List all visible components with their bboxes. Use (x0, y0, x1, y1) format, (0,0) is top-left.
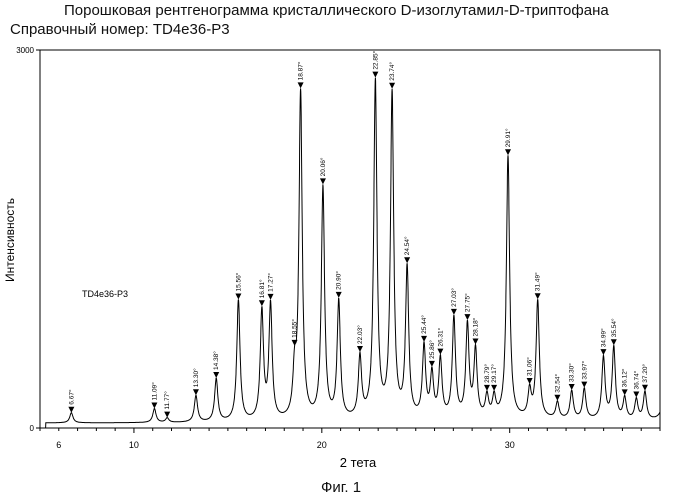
peak-label: 11.77° (163, 391, 171, 410)
peak-label: 27.75° (463, 293, 471, 312)
peak-label: 18.55° (291, 319, 299, 338)
peak-label: 17.27° (267, 273, 275, 292)
x-axis-label: 2 тета (340, 455, 377, 470)
peak-marker (213, 371, 220, 378)
peak-label: 27.03° (450, 288, 458, 307)
peak-label: 11.09° (150, 382, 158, 401)
peak-marker (319, 178, 326, 185)
peak-marker (610, 339, 617, 346)
peak-marker (356, 345, 363, 352)
x-tick-label: 20 (317, 440, 327, 450)
peak-marker (421, 335, 428, 342)
sample-label: TD4e36-P3 (82, 289, 128, 299)
peak-label: 25.44° (420, 315, 428, 334)
peak-marker (491, 384, 498, 391)
peak-label: 24.54° (403, 236, 411, 255)
peak-marker (428, 360, 435, 367)
peak-label: 16.81° (258, 279, 266, 298)
page-title: Порошковая рентгенограмма кристаллическо… (64, 2, 609, 19)
peak-label: 37.20° (641, 364, 649, 383)
peak-label: 13.30° (192, 368, 200, 387)
peak-label: 22.03° (356, 325, 364, 344)
x-tick-label: 6 (56, 440, 61, 450)
x-tick-label: 10 (129, 440, 139, 450)
peak-label: 32.54° (553, 373, 561, 392)
peak-marker (450, 308, 457, 315)
y-tick-label: 3000 (16, 46, 34, 55)
chart-axes: 0 3000 6 10 20 30 (16, 46, 661, 450)
peak-marker (600, 349, 607, 356)
peak-label: 31.49° (534, 272, 542, 291)
y-axis-label: Интенсивность (3, 198, 17, 282)
peak-marker (192, 389, 199, 396)
peak-marker (505, 149, 512, 156)
peak-marker (437, 348, 444, 355)
peak-label: 29.91° (504, 128, 512, 147)
peak-label: 22.85° (371, 50, 379, 69)
figure-caption: Фиг. 1 (320, 479, 362, 496)
peak-marker (641, 384, 648, 391)
peak-label: 33.30° (568, 363, 576, 382)
peak-label: 33.97° (580, 360, 588, 379)
plot-frame (39, 49, 661, 429)
peak-marker (151, 402, 158, 409)
peak-marker (404, 257, 411, 264)
reference-number: Справочный номер: TD4e36-P3 (10, 21, 230, 38)
peak-marker (291, 339, 298, 346)
peak-label: 25.86° (428, 340, 436, 359)
peak-marker (68, 406, 75, 413)
peak-label: 28.79° (483, 364, 491, 383)
y-tick-label: 0 (30, 424, 35, 433)
diffractogram-chart: 0 3000 6 10 20 30 6.67° 11.09° 11.77° 13.30° 14.3… (3, 46, 661, 470)
peak-marker (526, 378, 533, 385)
peak-label: 20.90° (335, 271, 343, 290)
peak-marker (568, 384, 575, 391)
peak-label: 35.54° (610, 318, 618, 337)
diffraction-trace (40, 77, 661, 429)
x-tick-label: 30 (505, 440, 515, 450)
peak-marker (372, 71, 379, 78)
peak-label: 34.99° (599, 328, 607, 347)
peak-label: 23.74° (388, 62, 396, 81)
peak-marker (621, 389, 628, 396)
peak-label: 36.74° (632, 370, 640, 389)
peak-label: 29.17° (490, 364, 498, 383)
peak-label: 26.31° (436, 327, 444, 346)
peak-marker (483, 384, 490, 391)
peak-label: 15.56° (234, 272, 242, 291)
peak-marker (389, 82, 396, 89)
peak-label: 14.38° (212, 351, 220, 370)
peak-label: 6.67° (67, 389, 75, 405)
peak-marker (534, 293, 541, 300)
peak-marker (464, 314, 471, 321)
peak-marker (335, 291, 342, 298)
peak-marker (164, 411, 171, 418)
peak-label: 36.12° (621, 368, 629, 387)
peak-marks: 6.67° 11.09° 11.77° 13.30° 14.38° 15.56° 16.81… (67, 50, 649, 418)
peak-marker (633, 391, 640, 398)
peak-marker (235, 293, 242, 300)
peak-label: 28.18° (472, 317, 480, 336)
peak-label: 20.06° (319, 157, 327, 176)
peak-marker (581, 381, 588, 388)
peak-marker (472, 338, 479, 345)
peak-marker (554, 394, 561, 401)
peak-marker (267, 293, 274, 300)
peak-marker (297, 82, 304, 89)
peak-label: 31.06° (526, 357, 534, 376)
peak-label: 18.87° (297, 61, 305, 80)
peak-marker (258, 300, 265, 307)
